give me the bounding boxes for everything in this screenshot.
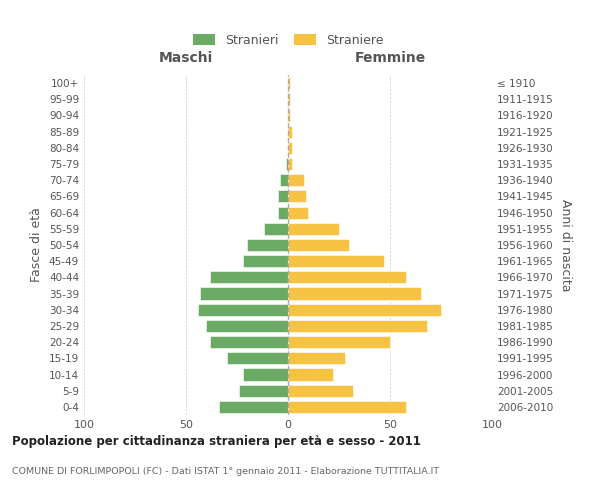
Bar <box>218 401 288 413</box>
Text: COMUNE DI FORLIMPOPOLI (FC) - Dati ISTAT 1° gennaio 2011 - Elaborazione TUTTITAL: COMUNE DI FORLIMPOPOLI (FC) - Dati ISTAT… <box>12 468 439 476</box>
Bar <box>288 142 292 154</box>
Bar <box>280 174 288 186</box>
Text: Popolazione per cittadinanza straniera per età e sesso - 2011: Popolazione per cittadinanza straniera p… <box>12 435 421 448</box>
Bar <box>288 110 290 122</box>
Bar <box>288 126 292 138</box>
Bar <box>288 190 307 202</box>
Text: Femmine: Femmine <box>355 52 425 66</box>
Bar <box>239 384 288 397</box>
Bar <box>288 239 349 251</box>
Bar <box>288 206 308 218</box>
Bar <box>278 190 288 202</box>
Bar <box>288 368 333 380</box>
Bar <box>288 93 290 106</box>
Bar <box>288 255 384 268</box>
Bar <box>288 384 353 397</box>
Bar <box>288 336 390 348</box>
Bar <box>288 288 421 300</box>
Bar <box>288 401 406 413</box>
Legend: Stranieri, Straniere: Stranieri, Straniere <box>193 34 383 46</box>
Bar <box>247 239 288 251</box>
Bar <box>288 352 345 364</box>
Bar <box>243 368 288 380</box>
Bar <box>243 255 288 268</box>
Bar <box>288 158 292 170</box>
Bar <box>288 272 406 283</box>
Bar <box>288 222 339 235</box>
Bar <box>263 222 288 235</box>
Bar <box>200 288 288 300</box>
Bar <box>227 352 288 364</box>
Bar <box>211 336 288 348</box>
Bar <box>198 304 288 316</box>
Bar <box>286 158 288 170</box>
Bar <box>288 304 441 316</box>
Bar <box>211 272 288 283</box>
Bar <box>278 206 288 218</box>
Text: Maschi: Maschi <box>159 52 213 66</box>
Bar <box>288 174 304 186</box>
Bar <box>288 77 290 89</box>
Y-axis label: Fasce di età: Fasce di età <box>31 208 43 282</box>
Y-axis label: Anni di nascita: Anni di nascita <box>559 198 572 291</box>
Bar <box>206 320 288 332</box>
Bar <box>288 320 427 332</box>
